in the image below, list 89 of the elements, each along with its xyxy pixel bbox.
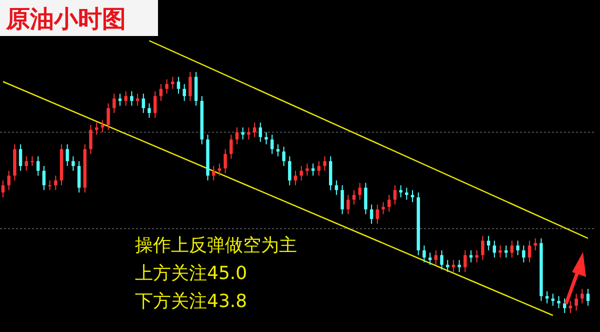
annotation: 操作上反弹做空为主 — [135, 235, 297, 256]
candlestick — [528, 240, 532, 263]
candlestick — [393, 184, 397, 206]
annotation: 下方关注43.8 — [135, 291, 248, 312]
candlestick — [364, 182, 368, 215]
candlestick — [574, 293, 578, 312]
candlestick — [182, 84, 186, 102]
candlestick — [317, 160, 321, 176]
candlestick — [346, 194, 350, 215]
candlestick — [100, 120, 104, 133]
candlestick — [171, 76, 174, 90]
candlestick — [434, 250, 438, 266]
candlestick — [410, 190, 414, 203]
candlestick — [241, 126, 244, 140]
annotation: 上方关注45.0 — [135, 263, 248, 284]
candlestick — [464, 250, 467, 273]
candlestick — [545, 290, 549, 304]
candlestick — [36, 156, 40, 176]
candlestick — [551, 293, 555, 306]
candlestick — [294, 170, 298, 186]
candlestick — [405, 187, 408, 200]
candlestick — [176, 76, 180, 94]
candlestick — [89, 124, 92, 154]
candlestick — [428, 252, 432, 266]
candlestick — [481, 235, 484, 260]
candlestick — [30, 156, 34, 166]
candlestick — [112, 93, 116, 114]
candlestick — [165, 78, 168, 94]
candlestick — [288, 156, 292, 186]
candlestick — [270, 134, 274, 154]
candlestick — [7, 170, 10, 191]
candlestick — [124, 90, 128, 106]
candlestick — [24, 156, 28, 172]
candlestick — [522, 245, 526, 263]
candlestick — [142, 93, 146, 114]
candlestick — [66, 144, 69, 166]
candlestick — [252, 122, 256, 138]
candlestick — [153, 90, 157, 118]
candlestick — [498, 245, 502, 258]
candlestick — [230, 134, 233, 160]
candlestick — [580, 288, 584, 304]
candlestick — [399, 184, 402, 198]
candlestick — [148, 102, 151, 118]
candlestick — [469, 250, 473, 263]
candlestick — [188, 72, 192, 102]
candlestick — [340, 184, 344, 215]
candlestick — [492, 240, 496, 258]
candlestick — [557, 296, 560, 309]
candlestick — [42, 165, 46, 191]
candlestick — [486, 235, 490, 251]
candlestick — [54, 175, 58, 191]
candlestick — [510, 240, 514, 258]
candlestick — [422, 245, 426, 263]
candlestick — [440, 250, 444, 270]
candlestick — [264, 132, 268, 145]
candlestick — [159, 84, 163, 102]
chart-title: 原油小时图 — [5, 5, 126, 33]
candlestick — [586, 288, 590, 306]
candlestick — [258, 122, 262, 142]
candlestick — [306, 163, 309, 176]
candlestick — [136, 93, 140, 106]
candlestick — [323, 156, 326, 172]
candlestick — [72, 156, 75, 172]
candlestick — [118, 93, 122, 106]
candlestick — [534, 238, 537, 251]
candlestick — [235, 126, 239, 145]
candlestick — [218, 163, 222, 176]
candlestick — [1, 180, 5, 198]
candlestick — [247, 126, 250, 140]
candlestick — [504, 245, 508, 258]
candlestick — [48, 180, 52, 191]
candlestick — [130, 90, 134, 106]
candlestick — [358, 182, 362, 200]
candlestick — [77, 160, 81, 193]
candlestick — [370, 204, 374, 224]
candlestick — [106, 102, 110, 130]
candlestick — [300, 165, 303, 181]
candlestick — [18, 144, 22, 172]
candlestick — [387, 194, 391, 212]
candlestick — [376, 204, 380, 224]
candlestick — [311, 163, 315, 176]
candlestick — [276, 144, 280, 157]
candlestick — [94, 122, 98, 136]
candlestick — [475, 250, 478, 263]
candlestick — [224, 148, 227, 174]
candlestick — [458, 259, 461, 273]
candlestick — [282, 146, 286, 166]
candlestick — [382, 202, 385, 215]
candlestick — [516, 240, 520, 256]
